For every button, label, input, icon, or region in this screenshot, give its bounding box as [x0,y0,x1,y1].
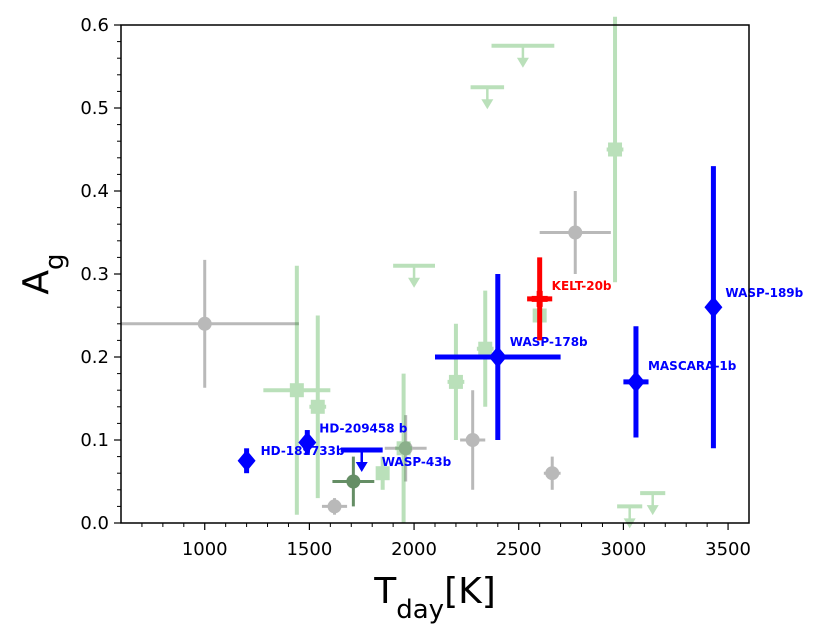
y-tick-label: 0.2 [80,347,109,368]
point-label: MASCARA-1b [648,359,737,373]
data-point [448,374,463,389]
x-tick-label: 2500 [496,539,542,560]
x-tick-label: 3000 [600,539,646,560]
y-tick-label: 0.4 [80,181,109,202]
x-tick-label: 3500 [705,539,751,560]
x-axis-label: Tday[K] [373,571,496,625]
series-red [527,257,553,341]
data-point [310,399,325,414]
point-label: WASP-43b [382,455,452,469]
data-point [197,316,212,331]
y-tick-label: 0.5 [80,98,109,119]
x-tick-label: 1500 [286,539,332,560]
point-label: HD-189733b [261,444,345,458]
data-point [398,441,413,456]
series-darkgreen [332,456,375,507]
y-tick-label: 0.6 [80,15,109,36]
data-point [346,474,361,489]
y-tick-label: 0.1 [80,430,109,451]
series-blue [237,166,723,474]
data-point [396,441,411,456]
data-point [289,383,304,398]
data-marks: HD-189733b HD-209458 b WASP-178b MASCARA-1b… [121,16,804,529]
series-green [263,16,666,529]
data-point [375,466,390,481]
y-axis-label: Ag [16,253,70,294]
data-point [488,346,507,368]
y-tick-label: 0.0 [80,513,109,534]
data-point [465,433,480,447]
data-point [536,290,543,307]
x-tick-label: 1000 [182,539,228,560]
axis-ticks: 1000 1500 2000 2500 3000 3500 0.0 0.1 0.2 0.3 0.4 0… [80,15,751,560]
x-tick-label: 2000 [391,539,437,560]
data-point [704,296,723,318]
upper-limit-arrow-head [516,57,529,68]
data-point [545,466,560,481]
upper-limit-arrow-head [646,505,659,516]
data-point [237,449,256,472]
upper-limit-arrow-head [481,99,494,110]
data-point [568,225,583,240]
series-grey [121,191,611,515]
point-label: HD-209458 b [319,421,407,435]
data-point [327,499,342,514]
point-label: WASP-178b [510,335,588,349]
data-point [478,341,493,356]
point-label: WASP-189b [725,286,803,300]
data-point [626,371,645,393]
point-label: KELT-20b [552,279,612,293]
upper-limit-arrow-head [408,277,421,288]
data-point [608,142,623,157]
data-point [298,431,317,454]
plot-background [121,25,749,523]
y-tick-label: 0.3 [80,264,109,285]
upper-limit-arrow-head [355,461,368,472]
